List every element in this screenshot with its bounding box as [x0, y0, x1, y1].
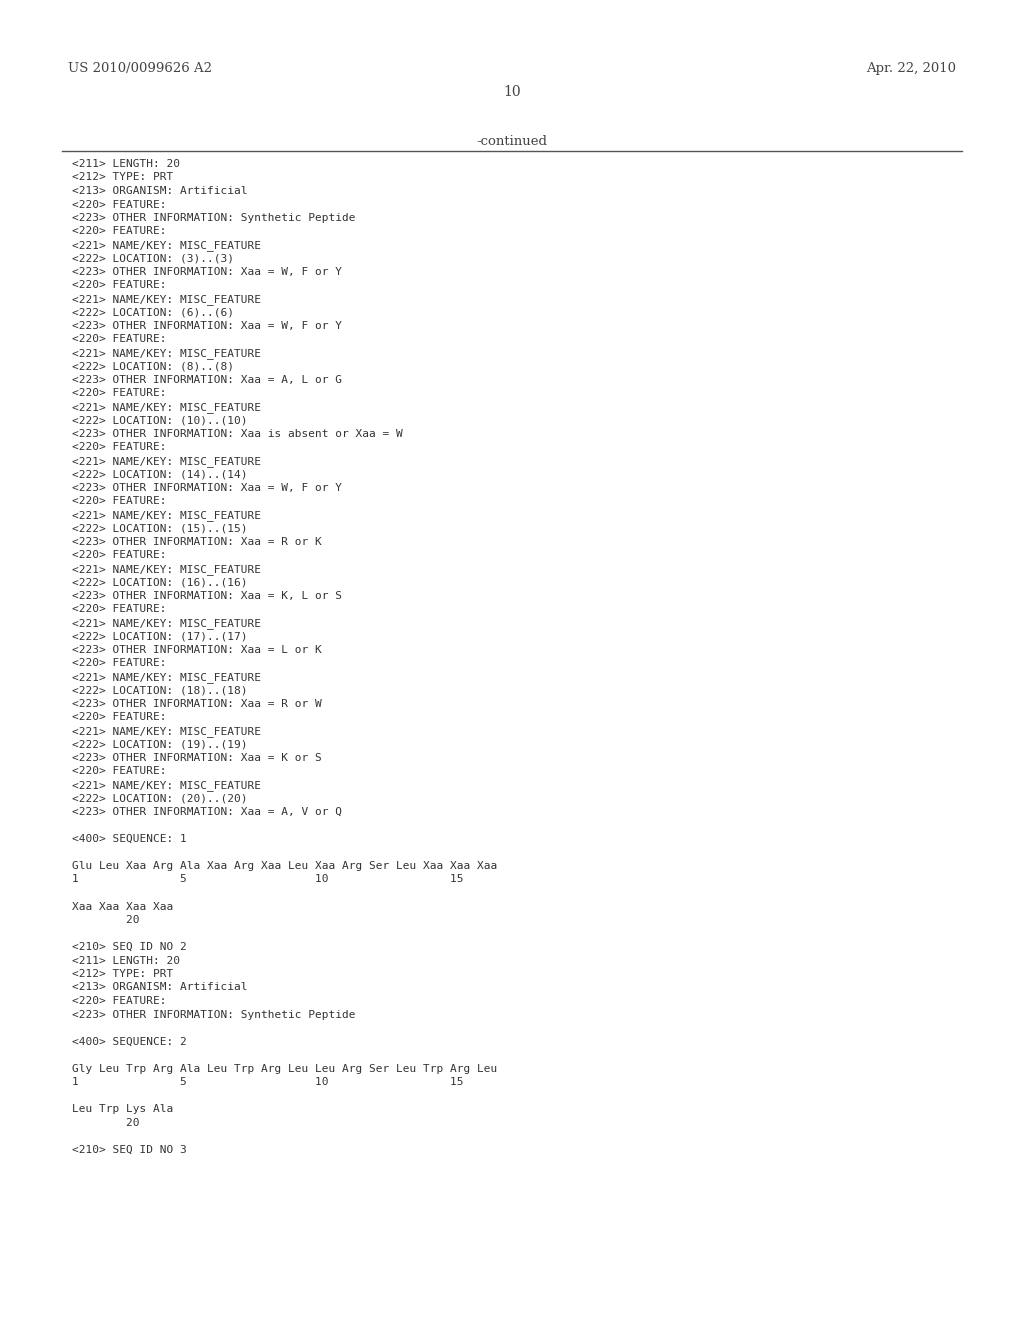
- Text: <220> FEATURE:: <220> FEATURE:: [72, 281, 167, 290]
- Text: <220> FEATURE:: <220> FEATURE:: [72, 334, 167, 345]
- Text: Gly Leu Trp Arg Ala Leu Trp Arg Leu Leu Arg Ser Leu Trp Arg Leu: Gly Leu Trp Arg Ala Leu Trp Arg Leu Leu …: [72, 1064, 498, 1073]
- Text: <222> LOCATION: (8)..(8): <222> LOCATION: (8)..(8): [72, 362, 234, 371]
- Text: <222> LOCATION: (18)..(18): <222> LOCATION: (18)..(18): [72, 685, 248, 696]
- Text: <211> LENGTH: 20: <211> LENGTH: 20: [72, 158, 180, 169]
- Text: <213> ORGANISM: Artificial: <213> ORGANISM: Artificial: [72, 982, 248, 993]
- Text: -continued: -continued: [476, 135, 548, 148]
- Text: <222> LOCATION: (15)..(15): <222> LOCATION: (15)..(15): [72, 524, 248, 533]
- Text: <220> FEATURE:: <220> FEATURE:: [72, 605, 167, 615]
- Text: <223> OTHER INFORMATION: Xaa = L or K: <223> OTHER INFORMATION: Xaa = L or K: [72, 645, 322, 655]
- Text: <221> NAME/KEY: MISC_FEATURE: <221> NAME/KEY: MISC_FEATURE: [72, 780, 261, 791]
- Text: <400> SEQUENCE: 2: <400> SEQUENCE: 2: [72, 1036, 186, 1047]
- Text: <221> NAME/KEY: MISC_FEATURE: <221> NAME/KEY: MISC_FEATURE: [72, 618, 261, 628]
- Text: Apr. 22, 2010: Apr. 22, 2010: [866, 62, 956, 75]
- Text: <222> LOCATION: (10)..(10): <222> LOCATION: (10)..(10): [72, 416, 248, 425]
- Text: <400> SEQUENCE: 1: <400> SEQUENCE: 1: [72, 834, 186, 843]
- Text: <222> LOCATION: (6)..(6): <222> LOCATION: (6)..(6): [72, 308, 234, 318]
- Text: <220> FEATURE:: <220> FEATURE:: [72, 767, 167, 776]
- Text: 20: 20: [72, 915, 139, 925]
- Text: <222> LOCATION: (19)..(19): <222> LOCATION: (19)..(19): [72, 739, 248, 750]
- Text: <221> NAME/KEY: MISC_FEATURE: <221> NAME/KEY: MISC_FEATURE: [72, 564, 261, 576]
- Text: <223> OTHER INFORMATION: Xaa = W, F or Y: <223> OTHER INFORMATION: Xaa = W, F or Y: [72, 483, 342, 492]
- Text: <220> FEATURE:: <220> FEATURE:: [72, 496, 167, 507]
- Text: <223> OTHER INFORMATION: Xaa = W, F or Y: <223> OTHER INFORMATION: Xaa = W, F or Y: [72, 321, 342, 331]
- Text: <220> FEATURE:: <220> FEATURE:: [72, 199, 167, 210]
- Text: <212> TYPE: PRT: <212> TYPE: PRT: [72, 969, 173, 979]
- Text: <223> OTHER INFORMATION: Xaa = A, V or Q: <223> OTHER INFORMATION: Xaa = A, V or Q: [72, 807, 342, 817]
- Text: Glu Leu Xaa Arg Ala Xaa Arg Xaa Leu Xaa Arg Ser Leu Xaa Xaa Xaa: Glu Leu Xaa Arg Ala Xaa Arg Xaa Leu Xaa …: [72, 861, 498, 871]
- Text: <222> LOCATION: (20)..(20): <222> LOCATION: (20)..(20): [72, 793, 248, 804]
- Text: <220> FEATURE:: <220> FEATURE:: [72, 713, 167, 722]
- Text: <223> OTHER INFORMATION: Xaa = W, F or Y: <223> OTHER INFORMATION: Xaa = W, F or Y: [72, 267, 342, 277]
- Text: <223> OTHER INFORMATION: Xaa = A, L or G: <223> OTHER INFORMATION: Xaa = A, L or G: [72, 375, 342, 385]
- Text: Leu Trp Lys Ala: Leu Trp Lys Ala: [72, 1104, 173, 1114]
- Text: <223> OTHER INFORMATION: Xaa is absent or Xaa = W: <223> OTHER INFORMATION: Xaa is absent o…: [72, 429, 402, 440]
- Text: <221> NAME/KEY: MISC_FEATURE: <221> NAME/KEY: MISC_FEATURE: [72, 294, 261, 305]
- Text: <212> TYPE: PRT: <212> TYPE: PRT: [72, 173, 173, 182]
- Text: <220> FEATURE:: <220> FEATURE:: [72, 550, 167, 561]
- Text: <213> ORGANISM: Artificial: <213> ORGANISM: Artificial: [72, 186, 248, 195]
- Text: <223> OTHER INFORMATION: Xaa = R or W: <223> OTHER INFORMATION: Xaa = R or W: [72, 700, 322, 709]
- Text: <220> FEATURE:: <220> FEATURE:: [72, 997, 167, 1006]
- Text: <221> NAME/KEY: MISC_FEATURE: <221> NAME/KEY: MISC_FEATURE: [72, 455, 261, 467]
- Text: <221> NAME/KEY: MISC_FEATURE: <221> NAME/KEY: MISC_FEATURE: [72, 403, 261, 413]
- Text: <220> FEATURE:: <220> FEATURE:: [72, 388, 167, 399]
- Text: <220> FEATURE:: <220> FEATURE:: [72, 659, 167, 668]
- Text: <223> OTHER INFORMATION: Xaa = K, L or S: <223> OTHER INFORMATION: Xaa = K, L or S: [72, 591, 342, 601]
- Text: <210> SEQ ID NO 2: <210> SEQ ID NO 2: [72, 942, 186, 952]
- Text: US 2010/0099626 A2: US 2010/0099626 A2: [68, 62, 212, 75]
- Text: <222> LOCATION: (14)..(14): <222> LOCATION: (14)..(14): [72, 470, 248, 479]
- Text: <221> NAME/KEY: MISC_FEATURE: <221> NAME/KEY: MISC_FEATURE: [72, 510, 261, 521]
- Text: <221> NAME/KEY: MISC_FEATURE: <221> NAME/KEY: MISC_FEATURE: [72, 672, 261, 682]
- Text: <221> NAME/KEY: MISC_FEATURE: <221> NAME/KEY: MISC_FEATURE: [72, 726, 261, 737]
- Text: <222> LOCATION: (3)..(3): <222> LOCATION: (3)..(3): [72, 253, 234, 264]
- Text: <222> LOCATION: (16)..(16): <222> LOCATION: (16)..(16): [72, 578, 248, 587]
- Text: 20: 20: [72, 1118, 139, 1127]
- Text: <221> NAME/KEY: MISC_FEATURE: <221> NAME/KEY: MISC_FEATURE: [72, 348, 261, 359]
- Text: <221> NAME/KEY: MISC_FEATURE: <221> NAME/KEY: MISC_FEATURE: [72, 240, 261, 251]
- Text: <223> OTHER INFORMATION: Xaa = K or S: <223> OTHER INFORMATION: Xaa = K or S: [72, 752, 322, 763]
- Text: <220> FEATURE:: <220> FEATURE:: [72, 227, 167, 236]
- Text: 1               5                   10                  15: 1 5 10 15: [72, 874, 464, 884]
- Text: Xaa Xaa Xaa Xaa: Xaa Xaa Xaa Xaa: [72, 902, 173, 912]
- Text: <220> FEATURE:: <220> FEATURE:: [72, 442, 167, 453]
- Text: 1               5                   10                  15: 1 5 10 15: [72, 1077, 464, 1086]
- Text: <223> OTHER INFORMATION: Synthetic Peptide: <223> OTHER INFORMATION: Synthetic Pepti…: [72, 213, 355, 223]
- Text: <211> LENGTH: 20: <211> LENGTH: 20: [72, 956, 180, 965]
- Text: <222> LOCATION: (17)..(17): <222> LOCATION: (17)..(17): [72, 631, 248, 642]
- Text: <223> OTHER INFORMATION: Xaa = R or K: <223> OTHER INFORMATION: Xaa = R or K: [72, 537, 322, 546]
- Text: 10: 10: [503, 84, 521, 99]
- Text: <210> SEQ ID NO 3: <210> SEQ ID NO 3: [72, 1144, 186, 1155]
- Text: <223> OTHER INFORMATION: Synthetic Peptide: <223> OTHER INFORMATION: Synthetic Pepti…: [72, 1010, 355, 1019]
